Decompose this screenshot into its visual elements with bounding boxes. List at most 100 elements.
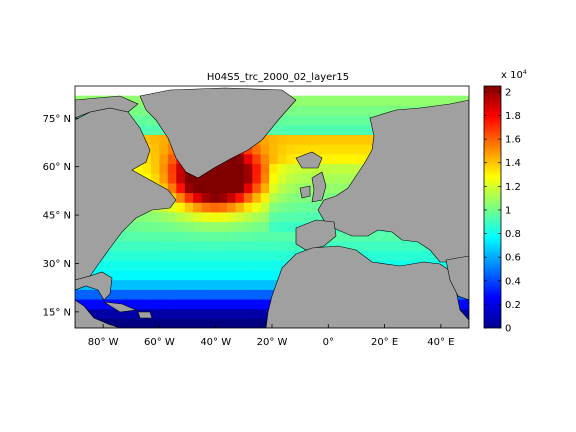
field-cell [142, 115, 152, 126]
field-cell [167, 182, 177, 194]
field-cell [193, 192, 203, 203]
field-cell [201, 202, 211, 213]
field-cell [218, 308, 228, 319]
field-cell [243, 318, 253, 328]
field-cell [260, 173, 270, 184]
field-cell [159, 308, 169, 319]
field-cell [362, 105, 372, 116]
field-cell [302, 95, 312, 106]
field-cell [370, 231, 380, 242]
field-cell [260, 308, 270, 319]
field-cell [243, 192, 253, 203]
field-cell [286, 153, 296, 165]
field-cell [378, 250, 388, 261]
field-cell [252, 318, 262, 328]
field-cell [167, 260, 177, 271]
field-cell [108, 289, 118, 300]
field-cell [277, 182, 287, 194]
field-cell [134, 289, 144, 300]
colorbar-gradient [483, 85, 502, 329]
field-cell [226, 211, 237, 223]
field-cell [167, 279, 177, 290]
field-cell [252, 163, 262, 174]
longitude-axis: 80° W 60° W 40° W 20° W 0° 20° E 40° E [88, 324, 454, 348]
field-cell [201, 279, 211, 290]
field-cell [159, 134, 169, 145]
field-cell [387, 250, 397, 261]
field-cell [167, 308, 177, 319]
field-cell [277, 163, 287, 174]
central-america-land [75, 299, 121, 328]
field-cell [134, 279, 144, 290]
field-cell [252, 240, 262, 252]
field-cell [404, 240, 414, 252]
field-cell [252, 279, 262, 290]
field-cell [243, 260, 253, 271]
field-cell [226, 153, 237, 165]
figure-title: H04S5_trc_2000_02_layer15 [207, 72, 349, 83]
field-cell [302, 211, 312, 223]
field-cell [176, 318, 186, 328]
field-cell [302, 115, 312, 126]
field-cell [226, 240, 237, 252]
colorbar-tick-label: 1.6 [505, 135, 521, 146]
field-cell [176, 289, 186, 300]
field-cell [108, 308, 118, 319]
field-cell [201, 289, 211, 300]
field-cell [201, 182, 211, 194]
field-cell [150, 250, 161, 261]
field-cell [336, 105, 346, 116]
europe-asia-land [317, 99, 469, 263]
field-cell [142, 250, 152, 261]
field-cell [193, 308, 203, 319]
field-cell [421, 250, 431, 261]
field-cell [167, 298, 177, 310]
field-cell [378, 240, 388, 252]
field-cell [167, 173, 177, 184]
field-cell [319, 153, 329, 165]
field-cell [286, 250, 296, 261]
field-cell [319, 105, 329, 116]
field-cell [193, 250, 203, 261]
field-cell [286, 105, 296, 116]
field-cell [328, 124, 338, 135]
field-cell [286, 192, 296, 203]
field-cell [201, 318, 211, 328]
field-cell [345, 105, 355, 116]
field-cell [117, 289, 127, 300]
field-cell [235, 279, 245, 290]
field-cell [277, 231, 287, 242]
field-cell [378, 95, 388, 106]
field-cell [243, 163, 253, 174]
field-cell [286, 240, 296, 252]
lon-tick-label: 20° E [371, 337, 398, 348]
field-cell [125, 308, 135, 319]
field-cell [463, 308, 469, 319]
field-cell [260, 289, 270, 300]
field-cell [277, 192, 287, 203]
field-cell [328, 95, 338, 106]
field-cell [277, 202, 287, 213]
field-cell [159, 318, 169, 328]
field-cell [252, 182, 262, 194]
greenland-land [139, 87, 297, 179]
field-cell [294, 105, 304, 116]
field-cell [226, 202, 237, 213]
colorbar-tick-label: 0.4 [505, 276, 521, 287]
field-cell [83, 298, 93, 310]
field-cell [252, 289, 262, 300]
field-cell [336, 231, 346, 242]
field-cell [362, 240, 372, 252]
field-cell [319, 144, 329, 155]
land-mask [75, 87, 469, 328]
field-cell [159, 221, 169, 232]
field-cell [150, 124, 161, 135]
field-cell [286, 211, 296, 223]
field-cell [150, 308, 161, 319]
field-cell [311, 115, 321, 126]
field-cell [142, 211, 152, 223]
field-cell [150, 163, 161, 174]
field-cell [83, 289, 93, 300]
field-cell [159, 211, 169, 223]
field-cell [218, 240, 228, 252]
